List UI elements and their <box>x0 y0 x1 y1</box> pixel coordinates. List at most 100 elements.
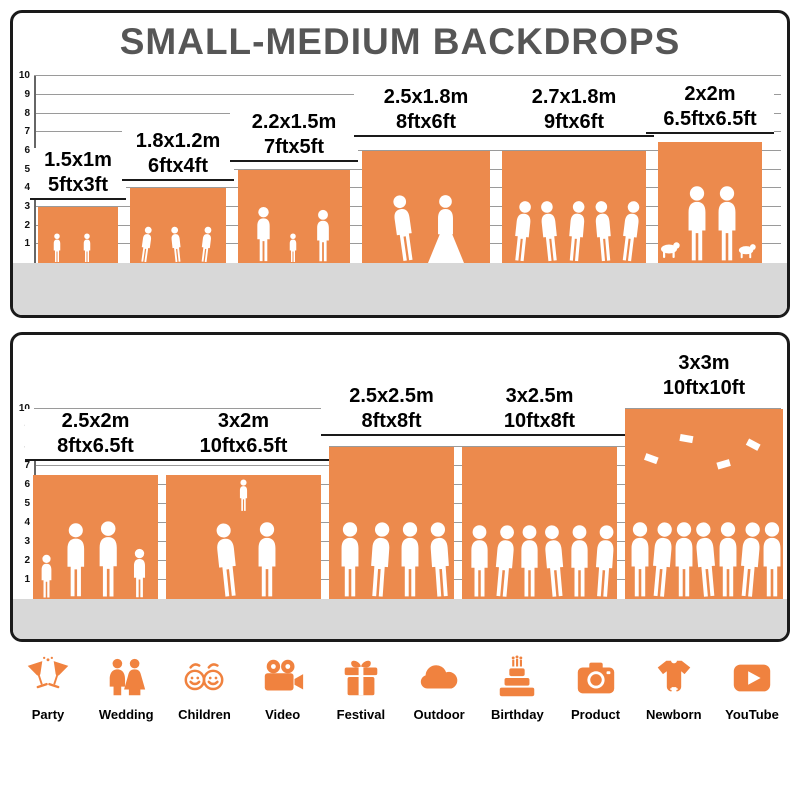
backdrop-bar <box>362 151 490 263</box>
cloud-icon <box>420 665 458 689</box>
category-label: Product <box>570 707 621 722</box>
size-imperial: 10ftx10ft <box>662 377 746 399</box>
silhouette-group <box>512 200 641 262</box>
size-label: 3x3m 10ftx10ft <box>617 351 787 401</box>
wedding-couple-icon <box>109 658 146 696</box>
ruler-label: 10 <box>18 70 30 81</box>
silhouette-group <box>471 524 616 598</box>
category-item-newborn: Newborn <box>638 655 710 722</box>
ground-strip <box>13 599 787 639</box>
birthday-cake-icon <box>500 655 535 697</box>
ruler-label: 10 <box>13 404 30 414</box>
size-imperial: 6.5ftx6.5ft <box>663 108 757 130</box>
size-imperial: 8ftx6.5ft <box>57 435 134 457</box>
silhouette-group <box>53 233 91 262</box>
category-row: Party Wedding <box>12 655 788 722</box>
size-label: 2x2m 6.5ftx6.5ft <box>646 82 774 134</box>
ruler-label: 2 <box>24 555 30 566</box>
size-imperial: 5ftx3ft <box>47 174 108 196</box>
backdrop-bar <box>166 475 321 599</box>
party-glasses-icon <box>27 656 69 689</box>
size-imperial: 6ftx4ft <box>147 155 208 177</box>
size-imperial: 7ftx5ft <box>263 136 324 158</box>
ruler-label: 8 <box>24 108 30 119</box>
category-item-youtube: YouTube <box>716 655 788 722</box>
category-label: YouTube <box>725 707 779 722</box>
silhouette-group <box>341 521 451 597</box>
size-metric: 3x2.5m <box>505 385 574 407</box>
gridline <box>34 150 781 151</box>
backdrop-bar <box>502 151 646 263</box>
silhouette-group <box>139 226 213 263</box>
size-metric: 2.7x1.8m <box>531 86 617 108</box>
page-title: SMALL-MEDIUM BACKDROPS <box>119 21 681 62</box>
backdrop-bar <box>329 447 454 599</box>
size-metric: 2.2x1.5m <box>251 111 337 133</box>
video-camera-icon <box>264 659 303 691</box>
backdrop-bar <box>238 170 350 263</box>
backdrop-bar <box>462 447 617 599</box>
children-faces-icon <box>184 663 224 691</box>
size-label: 2.5x2.5m 8ftx8ft <box>321 384 462 436</box>
size-imperial: 10ftx6.5ft <box>199 435 288 457</box>
size-label: 1.5x1m 5ftx3ft <box>30 148 126 200</box>
silhouette-group <box>391 194 464 263</box>
ruler-label: 6 <box>24 145 30 156</box>
size-label: 2.5x2m 8ftx6.5ft <box>25 409 166 461</box>
ruler-label: 1 <box>24 238 30 249</box>
ruler-label: 5 <box>24 164 30 175</box>
size-metric: 3x2m <box>217 410 270 432</box>
size-imperial: 10ftx8ft <box>503 410 576 432</box>
size-metric: 2.5x2.5m <box>349 385 434 407</box>
backdrop-bar <box>33 475 158 599</box>
size-imperial: 9ftx6ft <box>543 111 604 133</box>
size-label: 3x2.5m 10ftx8ft <box>454 384 625 436</box>
category-label: Newborn <box>645 707 702 722</box>
ruler-label: 2 <box>24 220 30 231</box>
size-label: 2.5x1.8m 8ftx6ft <box>354 85 498 137</box>
silhouette-group <box>214 479 276 597</box>
category-label: Festival <box>336 707 386 722</box>
silhouette-group <box>661 186 756 261</box>
backdrop-bar <box>625 409 783 599</box>
size-metric: 3x3m <box>678 352 730 374</box>
category-item-wedding: Wedding <box>90 655 162 722</box>
ruler-label: 4 <box>24 182 30 193</box>
category-label: Wedding <box>98 707 154 722</box>
youtube-play-icon <box>733 664 771 692</box>
size-imperial: 8ftx6ft <box>395 111 456 133</box>
category-label: Party <box>31 707 65 722</box>
size-label: 2.2x1.5m 7ftx5ft <box>230 110 358 162</box>
size-label: 1.8x1.2m 6ftx4ft <box>122 129 234 181</box>
category-label: Outdoor <box>413 707 465 722</box>
silhouette-group <box>257 206 329 262</box>
bottom-size-chart-panel: SronHIKE 10 9 8 7 6 5 4 3 2 1 <box>10 332 790 642</box>
ruler-label: 7 <box>24 126 30 137</box>
gift-icon <box>344 660 378 696</box>
silhouette-group <box>631 434 781 597</box>
backdrop-bar <box>38 207 118 263</box>
category-item-product: Product <box>560 655 632 722</box>
size-metric: 1.8x1.2m <box>135 130 221 152</box>
backdrop-bar <box>658 142 762 263</box>
ruler-label: 4 <box>24 517 30 528</box>
size-metric: 1.5x1m <box>44 149 112 171</box>
ruler-label: 6 <box>24 479 30 490</box>
category-label: Birthday <box>490 707 544 722</box>
category-item-party: Party <box>12 655 84 722</box>
category-label: Video <box>265 707 301 722</box>
ground-strip <box>13 263 787 315</box>
ruler-label: 7 <box>24 460 30 471</box>
ruler-label: 1 <box>24 574 30 585</box>
category-item-festival: Festival <box>325 655 397 722</box>
size-metric: 2x2m <box>684 83 736 105</box>
category-label: Children <box>178 707 231 722</box>
ruler-label: 9 <box>24 89 30 100</box>
ruler-label: 3 <box>24 201 30 212</box>
silhouette-group <box>41 521 146 598</box>
category-item-birthday: Birthday <box>481 655 553 722</box>
gridline <box>34 75 781 76</box>
gridline <box>34 446 781 447</box>
ruler-label: 5 <box>24 498 30 509</box>
